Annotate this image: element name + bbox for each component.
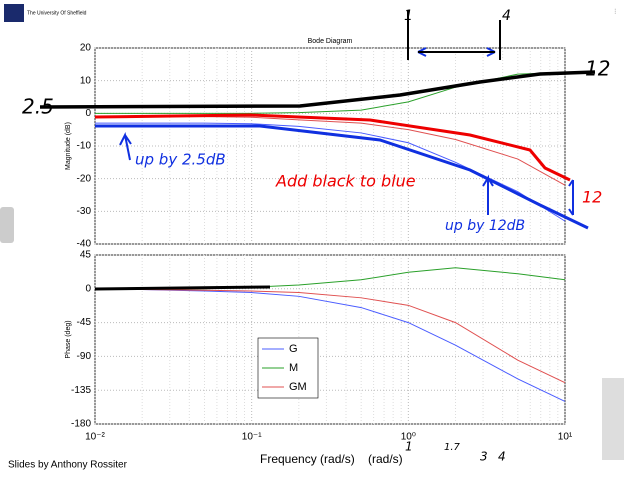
y-tick-label: -20 [77, 173, 92, 184]
scroll-dot: ⁝ [614, 7, 617, 16]
hand-line [39, 70, 596, 109]
side-tab[interactable] [0, 207, 14, 243]
y-tick-label: -135 [71, 385, 91, 396]
chart-title: Bode Diagram [308, 38, 353, 45]
x-axis-label: Frequency (rad/s) [260, 452, 355, 466]
annotation: 3 [480, 450, 488, 464]
annotation: 4 [502, 8, 511, 24]
annotation: 4 [498, 450, 506, 464]
footer: Slides by Anthony Rossiter [8, 460, 128, 471]
annotation: 1 [405, 440, 413, 454]
y-axis-label: Phase (deg) [65, 320, 72, 358]
y-tick-label: 45 [80, 250, 92, 261]
y-tick-label: -180 [71, 419, 91, 430]
legend-label: G [289, 343, 298, 355]
x-tick-label: 10⁻¹ [242, 432, 262, 443]
hand-line [94, 113, 571, 182]
annotation: 2.5 [22, 95, 54, 119]
logo-text: The University Of Sheffield [27, 10, 87, 16]
y-tick-label: -10 [77, 141, 92, 152]
annotation: up by 12dB [445, 218, 525, 234]
hand-arrow [407, 10, 501, 60]
y-tick-label: 0 [85, 283, 91, 294]
legend-label: M [289, 362, 298, 374]
annotation: 1.7 [444, 442, 461, 453]
annotation: Add black to blue [275, 172, 416, 191]
series-line [94, 288, 566, 384]
y-tick-label: -40 [77, 239, 92, 250]
y-tick-label: 20 [80, 43, 92, 54]
toolbar[interactable] [602, 378, 624, 460]
annotation: 12 [585, 57, 610, 81]
y-tick-label: 10 [80, 75, 92, 86]
annotation: 1 [404, 8, 413, 24]
x-tick-label: 10¹ [558, 432, 573, 443]
x-tick-label: 10⁻² [85, 432, 105, 443]
hand-line [95, 124, 589, 230]
y-tick-label: 0 [85, 108, 91, 119]
logo-crest [4, 4, 24, 22]
annotation: (rad/s) [368, 452, 403, 466]
hand-line [94, 285, 271, 291]
y-tick-label: -30 [77, 206, 92, 217]
y-tick-label: -90 [77, 351, 92, 362]
y-axis-label: Magnitude (dB) [65, 122, 72, 170]
y-tick-label: -45 [77, 317, 92, 328]
x-tick-label: 10⁰ [401, 432, 416, 443]
plot-area [94, 254, 566, 425]
annotation: up by 2.5dB [135, 151, 226, 169]
annotation: 12 [582, 188, 602, 207]
legend-label: GM [289, 381, 307, 393]
